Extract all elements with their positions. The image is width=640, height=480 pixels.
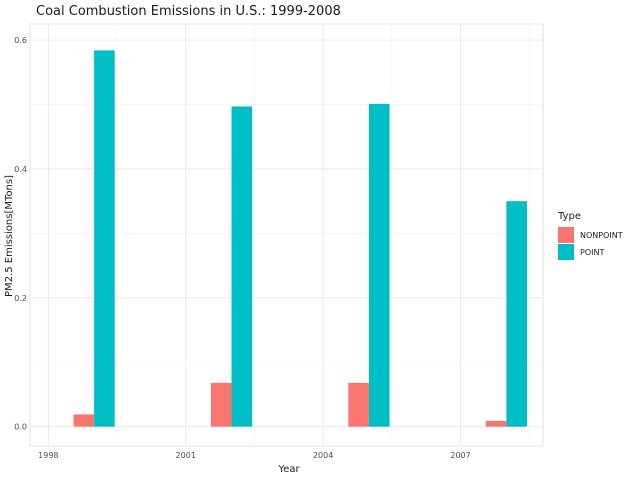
- legend: Type NONPOINT POINT: [557, 211, 623, 260]
- bars: [73, 50, 527, 427]
- bar-nonpoint-2002: [210, 382, 232, 427]
- y-tick-label: 0.0: [14, 423, 27, 432]
- y-axis-title: PM2.5 Emissions[MTons]: [4, 175, 15, 297]
- bar-point-2002: [231, 106, 253, 427]
- bar-point-1999: [94, 50, 115, 427]
- plot-panel-border: [29, 23, 544, 447]
- bar-point-2008: [506, 201, 527, 427]
- x-tick-label: 2004: [313, 451, 333, 460]
- bar-nonpoint-2008: [485, 420, 507, 427]
- y-tick-label: 0.2: [14, 294, 27, 303]
- bar-point-2005: [368, 103, 390, 427]
- bar-nonpoint-1999: [73, 414, 95, 427]
- legend-key-nonpoint: [558, 227, 574, 243]
- legend-label-nonpoint: NONPOINT: [580, 231, 623, 240]
- bar-nonpoint-2005: [348, 382, 369, 427]
- chart-title: Coal Combustion Emissions in U.S.: 1999-…: [36, 4, 341, 19]
- y-tick-label: 0.4: [14, 165, 27, 174]
- x-tick-label: 2001: [176, 451, 196, 460]
- legend-title: Type: [557, 211, 581, 222]
- legend-label-point: POINT: [580, 248, 604, 257]
- plot-panel: [29, 23, 544, 447]
- legend-key-point: [558, 244, 574, 260]
- x-tick-label: 2007: [450, 451, 470, 460]
- x-tick-label: 1998: [38, 451, 58, 460]
- grid-lines: [30, 24, 543, 446]
- axis-ticks: 1998 2001 2004 2007 0.0 0.2 0.4 0.6: [14, 36, 470, 460]
- y-tick-label: 0.6: [14, 36, 27, 45]
- x-axis-title: Year: [277, 464, 300, 475]
